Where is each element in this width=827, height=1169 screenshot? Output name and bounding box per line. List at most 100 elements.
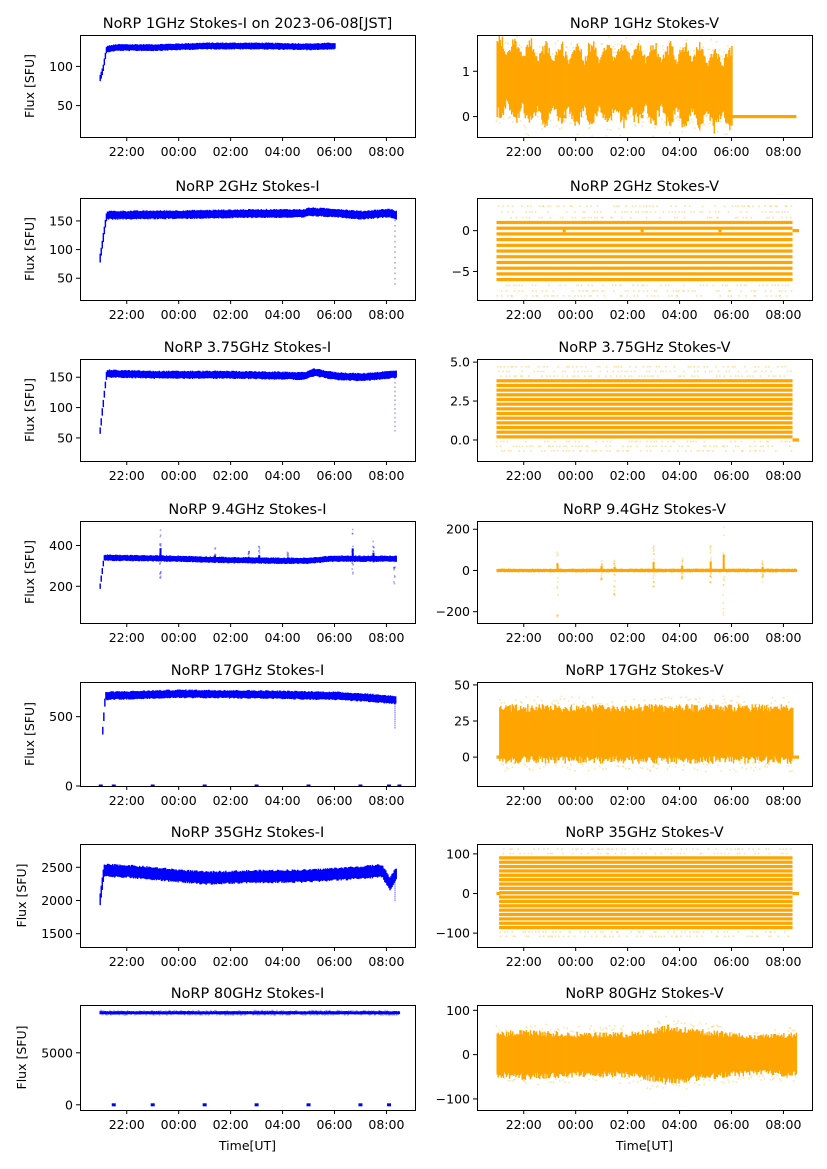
data-segment <box>532 707 534 760</box>
data-point-spike <box>762 570 764 573</box>
data-segment <box>184 556 187 562</box>
data-segment <box>213 690 215 699</box>
data-segment <box>303 557 305 564</box>
data-point-outlier <box>564 284 567 287</box>
data-point-spike <box>373 558 375 561</box>
data-segment <box>266 372 269 379</box>
data-segment <box>668 568 671 572</box>
data-point-spike <box>258 559 260 562</box>
data-segment <box>553 709 555 761</box>
data-segment <box>198 210 200 219</box>
data-segment <box>224 371 226 379</box>
x-tick-label: 06:00 <box>713 307 749 322</box>
data-segment <box>252 209 254 218</box>
data-segment <box>734 711 737 759</box>
data-segment <box>778 708 780 763</box>
y-tick-label: 2000 <box>41 893 73 908</box>
data-point-spike <box>761 570 764 573</box>
data-point-outlier <box>740 290 742 292</box>
data-segment <box>504 54 507 109</box>
data-segment <box>650 704 653 761</box>
data-point-outlier <box>542 935 545 938</box>
data-point-outlier <box>549 1028 552 1031</box>
data-point-spike <box>613 559 616 562</box>
data-segment <box>606 708 608 759</box>
data-segment <box>515 1034 517 1078</box>
data-segment <box>149 1011 151 1015</box>
data-point-spike <box>722 611 725 614</box>
data-segment <box>581 60 584 109</box>
data-segment <box>716 58 719 119</box>
data-segment <box>138 1011 141 1015</box>
data-point-outlier <box>547 205 549 207</box>
data-segment <box>727 57 729 123</box>
data-segment <box>128 865 131 877</box>
data-segment <box>343 692 345 700</box>
data-point-outlier <box>675 205 677 207</box>
data-segment <box>646 568 648 572</box>
data-point-outlier <box>296 1010 298 1012</box>
data-point-outlier <box>499 445 502 448</box>
data-segment <box>571 568 573 573</box>
data-segment <box>271 371 274 380</box>
data-segment <box>736 569 738 573</box>
data-segment <box>198 1011 200 1015</box>
data-point-spike <box>214 560 217 563</box>
data-segment <box>105 213 108 222</box>
data-point-outlier <box>501 450 503 452</box>
data-point-outlier <box>734 445 737 448</box>
data-point-outlier <box>394 879 396 881</box>
data-point-outlier <box>597 375 600 377</box>
data-point-outlier <box>506 295 509 297</box>
data-segment <box>340 867 342 881</box>
data-segment <box>235 1011 237 1015</box>
panel-80ghz-i: NoRP 80GHz Stokes-I22:00 00:00 02:00 04:00 0… <box>14 986 416 1153</box>
data-segment <box>158 44 161 51</box>
data-segment <box>107 211 110 220</box>
data-segment <box>601 1037 603 1074</box>
data-segment <box>527 1032 530 1076</box>
data-segment <box>182 210 185 219</box>
data-segment <box>210 556 213 563</box>
data-point-outlier <box>683 764 685 766</box>
data-segment <box>257 371 259 379</box>
data-segment <box>343 556 346 562</box>
data-segment <box>787 569 789 573</box>
data-point-spike <box>393 582 396 585</box>
data-segment <box>288 43 290 50</box>
data-point-outlier <box>394 240 396 243</box>
data-point-outlier <box>652 375 654 377</box>
data-point-outlier <box>583 295 586 297</box>
data-segment <box>143 44 145 51</box>
data-segment <box>163 690 165 699</box>
data-segment <box>339 1011 341 1015</box>
data-point-outlier <box>526 765 528 768</box>
data-point-outlier <box>355 1010 357 1012</box>
data-point-outlier <box>775 295 777 297</box>
data-segment <box>170 690 173 698</box>
data-point-spike <box>159 560 162 563</box>
data-segment <box>524 55 526 119</box>
data-point-spike <box>393 575 396 577</box>
data-segment <box>589 707 591 761</box>
data-level-band <box>496 430 793 434</box>
data-point-outlier <box>573 375 576 377</box>
data-segment <box>754 568 756 573</box>
data-segment <box>342 372 344 381</box>
data-point-outlier <box>641 211 644 213</box>
data-point-outlier <box>708 370 711 373</box>
data-segment <box>514 568 516 573</box>
data-segment <box>338 868 340 880</box>
data-segment <box>285 870 287 883</box>
data-segment <box>231 370 233 379</box>
data-point-outlier <box>767 375 770 377</box>
data-segment <box>240 690 242 699</box>
data-segment <box>585 568 588 573</box>
data-point-outlier <box>646 365 649 368</box>
data-segment <box>266 557 269 564</box>
data-point-outlier <box>601 931 604 933</box>
data-point-outlier <box>574 440 576 443</box>
data-level-band <box>499 925 793 930</box>
data-segment <box>277 691 280 699</box>
data-segment <box>631 568 633 572</box>
